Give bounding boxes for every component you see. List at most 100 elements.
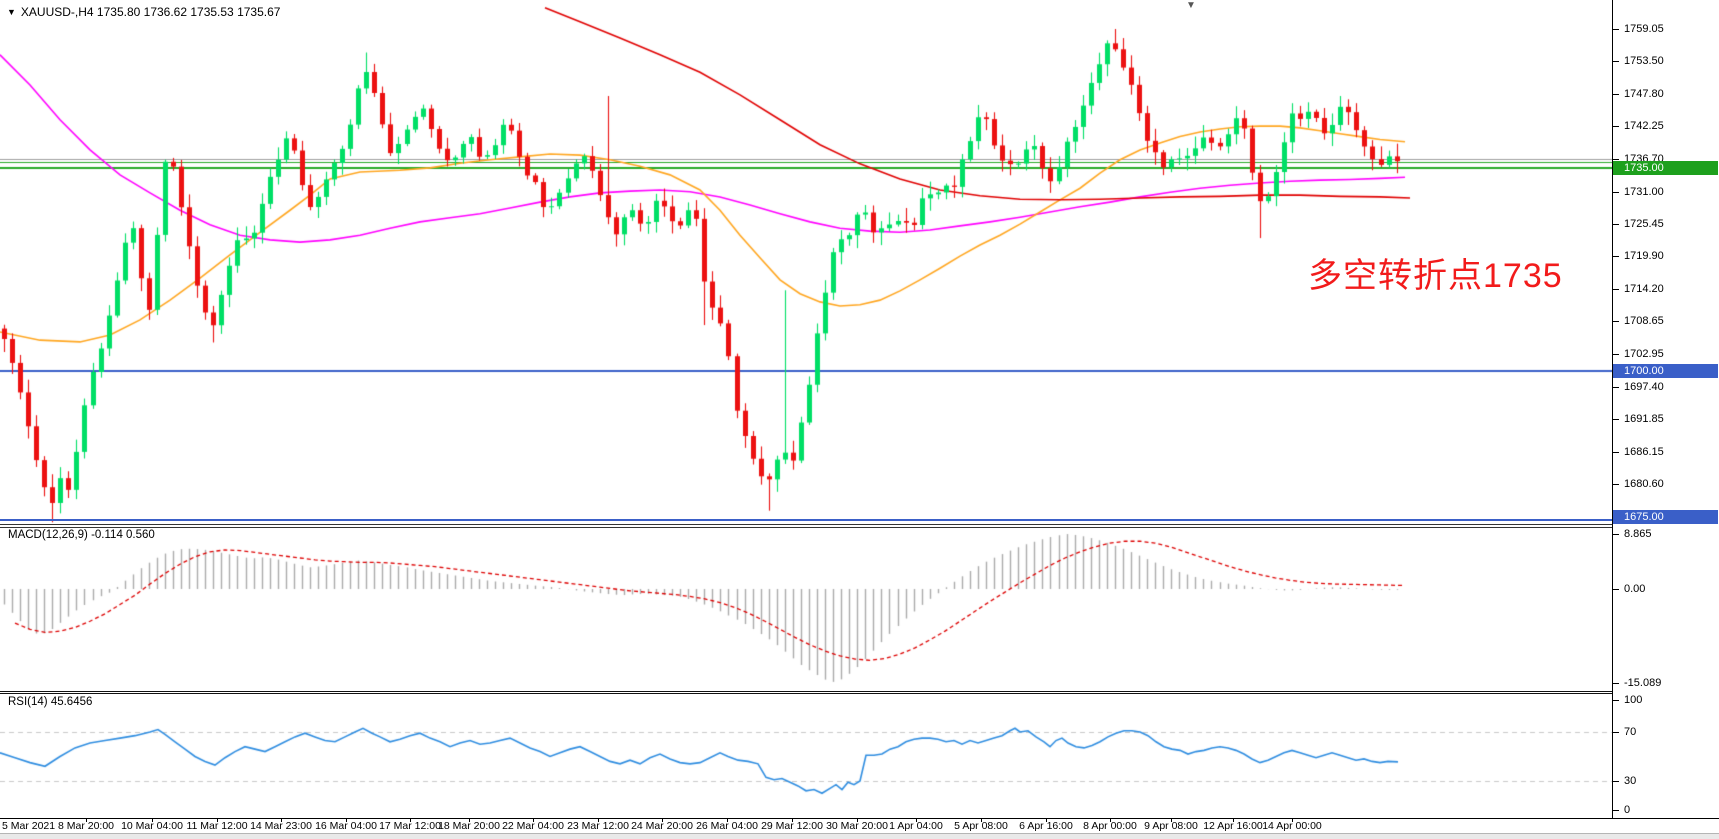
axis-tick-dash [1613,224,1619,225]
price-tick-label: -15.089 [1624,676,1662,689]
axis-tick-dash [1613,810,1619,811]
panel-separator[interactable] [0,691,1612,692]
time-tick-dash [1171,818,1172,822]
price-level-badge: 1675.00 [1613,510,1718,524]
time-axis-line [0,818,1719,819]
collapse-arrow-icon[interactable]: ▼ [7,7,16,17]
time-tick-dash [346,818,347,822]
chart-title: ▼ XAUUSD-,H4 1735.80 1736.62 1735.53 1735… [7,5,280,19]
main-price-chart[interactable] [0,0,1612,524]
time-tick-label: 26 Mar 04:00 [696,820,758,832]
time-tick-dash [533,818,534,822]
time-tick-label: 9 Apr 08:00 [1144,820,1198,832]
price-tick-label: 0 [1624,804,1631,816]
time-tick-label: 18 Mar 20:00 [438,820,500,832]
axis-tick-dash [1613,484,1619,485]
price-tick-label: 1702.95 [1624,348,1664,361]
time-tick-label: 24 Mar 20:00 [631,820,693,832]
rsi-indicator-panel[interactable] [0,694,1612,818]
time-tick-label: 14 Apr 00:00 [1262,820,1322,832]
time-tick-label: 23 Mar 12:00 [567,820,629,832]
time-tick-label: 12 Apr 16:00 [1203,820,1263,832]
time-tick-label: 30 Mar 20:00 [826,820,888,832]
time-tick-label: 1 Apr 04:00 [889,820,943,832]
time-tick-dash [1233,818,1234,822]
rsi-label: RSI(14) 45.6456 [8,696,93,708]
chart-text-annotation[interactable]: 多空转折点1735 [1308,257,1563,295]
time-tick-dash [152,818,153,822]
time-tick-label: 14 Mar 23:00 [250,820,312,832]
axis-tick-dash [1613,94,1619,95]
axis-tick-dash [1613,29,1619,30]
chart-title-text: XAUUSD-,H4 1735.80 1736.62 1735.53 1735.… [20,5,281,19]
time-tick-label: 16 Mar 04:00 [315,820,377,832]
price-tick-label: 1714.20 [1624,283,1664,296]
time-tick-label: 8 Mar 20:00 [57,820,115,832]
panel-separator[interactable] [0,524,1612,525]
axis-tick-dash [1613,589,1619,590]
chart-shift-marker-icon[interactable]: ▼ [1186,0,1196,11]
time-tick-label: 10 Mar 04:00 [121,820,183,832]
axis-tick-dash [1613,387,1619,388]
axis-tick-dash [1613,700,1619,701]
axis-tick-dash [1613,419,1619,420]
time-tick-dash [410,818,411,822]
axis-tick-dash [1613,732,1619,733]
time-tick-dash [916,818,917,822]
panel-separator[interactable] [0,527,1612,528]
price-tick-label: 1753.50 [1624,55,1664,68]
status-strip [0,833,1719,839]
time-tick-label: 5 Mar 2021 [2,820,56,832]
time-tick-dash [857,818,858,822]
price-level-badge: 1735.00 [1613,161,1718,175]
price-tick-label: 8.865 [1624,528,1652,541]
time-tick-dash [281,818,282,822]
price-tick-label: 1725.45 [1624,217,1664,230]
price-axis-line [1612,0,1613,818]
hline-1675[interactable] [0,519,1612,521]
panel-separator[interactable] [0,693,1612,694]
price-tick-label: 1759.05 [1624,23,1664,35]
macd-label: MACD(12,26,9) -0.114 0.560 [8,529,155,541]
time-tick-dash [598,818,599,822]
price-tick-label: 1680.60 [1624,478,1664,490]
axis-tick-dash [1613,192,1619,193]
axis-tick-dash [1613,61,1619,62]
price-axis[interactable]: 1759.05 1753.50 1747.80 1742.25 1736.70 1731.… [1613,0,1719,818]
time-tick-label: 11 Mar 12:00 [186,820,248,832]
axis-tick-dash [1613,354,1619,355]
time-tick-label: 22 Mar 04:00 [502,820,564,832]
price-tick-label: 70 [1624,725,1637,738]
time-tick-dash [1046,818,1047,822]
price-tick-label: 1697.40 [1624,380,1664,393]
price-tick-label: 100 [1624,694,1643,706]
price-tick-label: 30 [1624,775,1637,787]
time-tick-label: 6 Apr 16:00 [1019,820,1073,832]
price-tick-label: 0.00 [1624,583,1646,595]
axis-tick-dash [1613,256,1619,257]
time-tick-label: 17 Mar 12:00 [379,820,441,832]
price-level-badge: 1700.00 [1613,364,1718,378]
time-tick-dash [1292,818,1293,822]
time-tick-dash [727,818,728,822]
axis-tick-dash [1613,452,1619,453]
price-tick-label: 1708.65 [1624,315,1664,328]
price-tick-label: 1731.00 [1624,185,1664,198]
price-tick-label: 1719.90 [1624,250,1664,263]
axis-tick-dash [1613,126,1619,127]
axis-tick-dash [1613,321,1619,322]
price-tick-label: 1691.85 [1624,412,1664,425]
time-tick-dash [792,818,793,822]
macd-indicator-panel[interactable] [0,528,1612,689]
time-tick-label: 8 Apr 00:00 [1083,820,1137,832]
price-tick-label: 1742.25 [1624,120,1664,133]
time-tick-label: 5 Apr 08:00 [954,820,1008,832]
time-tick-dash [469,818,470,822]
axis-tick-dash [1613,159,1619,160]
axis-tick-dash [1613,289,1619,290]
axis-tick-dash [1613,781,1619,782]
time-tick-dash [981,818,982,822]
time-axis[interactable]: 5 Mar 2021 8 Mar 20:00 10 Mar 04:00 11 Mar … [0,820,1719,834]
axis-tick-dash [1613,683,1619,684]
time-tick-label: 29 Mar 12:00 [761,820,823,832]
